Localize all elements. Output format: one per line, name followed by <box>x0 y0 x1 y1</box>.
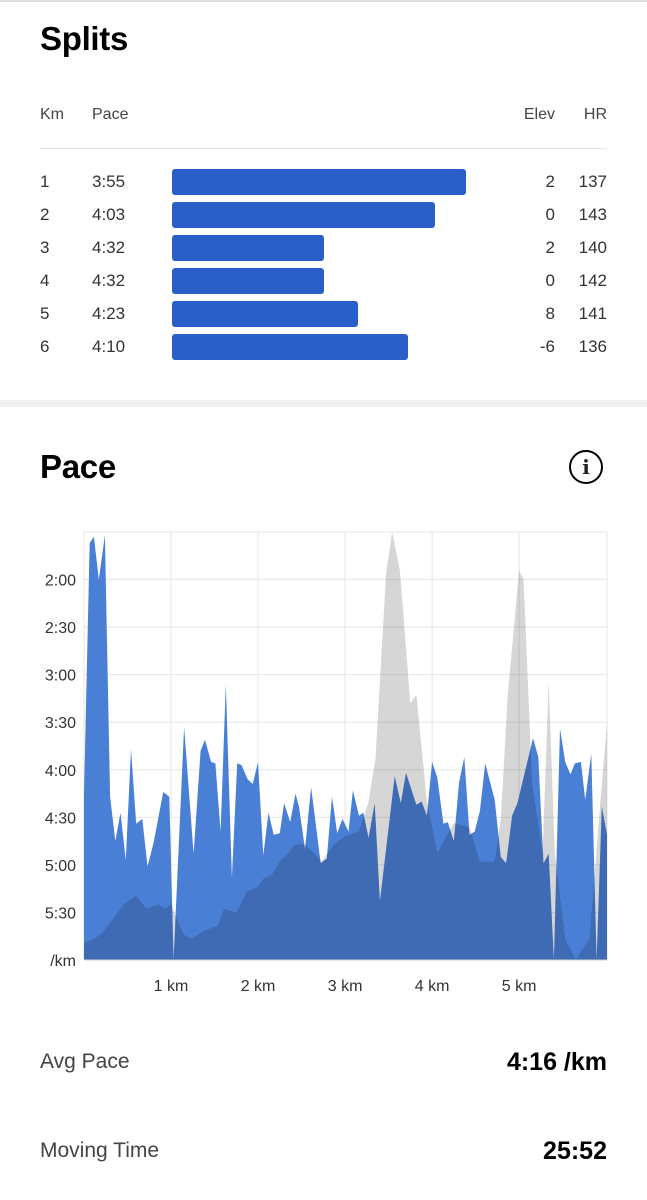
stat-value: 4:16 /km <box>506 1048 607 1076</box>
y-tick-label: 3:00 <box>45 668 76 685</box>
pace-title: Pace <box>40 448 116 485</box>
info-icon[interactable]: i <box>569 450 603 484</box>
splits-divider <box>40 148 607 149</box>
split-pace: 4:23 <box>92 304 126 323</box>
split-elev: 0 <box>545 205 555 224</box>
y-tick-label: 4:30 <box>45 810 76 827</box>
split-pace: 4:32 <box>92 238 126 257</box>
split-hr: 142 <box>578 271 607 290</box>
split-pace-bar <box>172 301 359 327</box>
split-pace-bar <box>172 334 409 360</box>
split-pace-bar <box>172 169 466 195</box>
section-separator <box>0 400 647 407</box>
split-hr: 137 <box>578 172 607 191</box>
split-km: 1 <box>40 172 50 191</box>
split-elev: -6 <box>539 337 555 356</box>
pace-chart: 2:00 2:30 3:00 3:30 4:00 4:30 5:00 5:30/km 1 km 2… <box>45 531 608 995</box>
split-elev: 0 <box>545 271 555 290</box>
split-row: 1 3:55 2 137 <box>0 166 647 199</box>
splits-title: Splits <box>40 20 129 57</box>
stat-label: Moving Time <box>40 1139 160 1162</box>
header-pace: Pace <box>92 106 129 123</box>
x-tick-label: 3 km <box>328 978 363 995</box>
split-pace: 3:55 <box>92 172 126 191</box>
stat-label: Avg Pace <box>40 1050 130 1073</box>
split-row: 4 4:32 0 142 <box>0 265 647 298</box>
split-km: 3 <box>40 238 50 257</box>
y-tick-label: 4:00 <box>45 763 76 780</box>
split-pace-bar <box>172 268 324 294</box>
top-divider <box>0 0 647 2</box>
y-tick-label: 2:30 <box>45 620 76 637</box>
y-tick-label: 2:00 <box>45 573 76 590</box>
split-row: 2 4:03 0 143 <box>0 199 647 232</box>
split-hr: 136 <box>578 337 607 356</box>
x-tick-label: 2 km <box>241 978 276 995</box>
split-row: 6 4:10 -6 136 <box>0 331 647 364</box>
split-pace: 4:32 <box>92 271 126 290</box>
y-tick-label: 5:30 <box>45 905 76 922</box>
header-elev: Elev <box>523 106 555 123</box>
x-tick-label: 1 km <box>154 978 189 995</box>
split-row: 3 4:32 2 140 <box>0 232 647 265</box>
x-tick-label: 5 km <box>502 978 537 995</box>
x-tick-label: 4 km <box>415 978 450 995</box>
header-km: Km <box>40 106 64 123</box>
split-pace: 4:03 <box>92 205 126 224</box>
split-km: 2 <box>40 205 50 224</box>
split-elev: 2 <box>545 238 555 257</box>
split-pace-bar <box>172 202 436 228</box>
header-hr: HR <box>583 106 607 123</box>
split-km: 5 <box>40 304 50 323</box>
split-hr: 143 <box>578 205 607 224</box>
split-pace: 4:10 <box>92 337 126 356</box>
split-km: 4 <box>40 271 50 290</box>
y-tick-label: 3:30 <box>45 715 76 732</box>
y-tick-label: /km <box>50 953 76 970</box>
elevation-area <box>84 532 607 960</box>
y-tick-label: 5:00 <box>45 858 76 875</box>
split-row: 5 4:23 8 141 <box>0 298 647 331</box>
split-elev: 8 <box>545 304 555 323</box>
stat-value: 25:52 <box>543 1137 607 1165</box>
split-elev: 2 <box>545 172 555 191</box>
split-hr: 140 <box>578 238 607 257</box>
split-km: 6 <box>40 337 50 356</box>
split-pace-bar <box>172 235 324 261</box>
split-hr: 141 <box>578 304 607 323</box>
